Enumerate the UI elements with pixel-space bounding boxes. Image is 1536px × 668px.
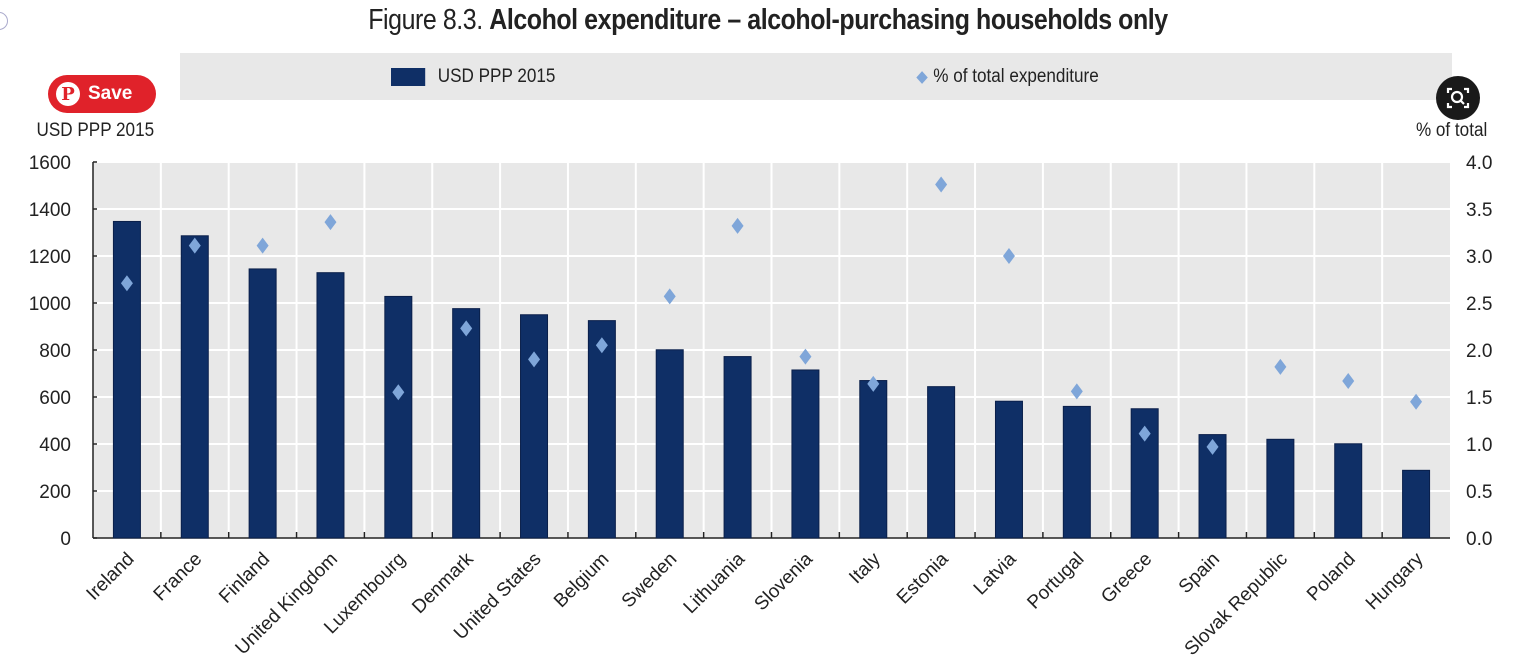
legend-label-usd: USD PPP 2015: [437, 66, 556, 87]
y-tick-label-left: 1200: [29, 247, 71, 268]
diamond-united-states: [528, 351, 541, 368]
diamond-portugal: [1070, 383, 1083, 400]
bar-latvia: [994, 400, 1023, 539]
bar-sweden: [655, 349, 684, 539]
diamond-spain: [1206, 438, 1219, 455]
y-tick-label-left: 800: [39, 341, 71, 362]
visual-search-icon[interactable]: [1436, 76, 1480, 120]
diamond-slovenia: [799, 348, 812, 365]
diamond-united-kingdom: [324, 214, 337, 231]
x-tick-label: Lithuania: [680, 548, 750, 618]
diamond-finland: [256, 237, 269, 254]
diamond-hungary: [1410, 393, 1423, 410]
x-tick-label: France: [150, 549, 207, 606]
bar-luxembourg: [384, 295, 413, 539]
y-tick-label-right: 1.0: [1466, 435, 1492, 456]
chart-title: Figure 8.3. Alcohol expenditure – alcoho…: [368, 4, 1168, 36]
legend-item-usd: USD PPP 2015: [391, 66, 555, 88]
x-tick-label: Portugal: [1023, 549, 1088, 614]
x-tick-label: Ireland: [83, 549, 139, 605]
bar-france: [180, 235, 209, 539]
y-tick-label-left: 600: [39, 388, 71, 409]
bar-poland: [1334, 443, 1363, 539]
y-tick-label-right: 3.5: [1466, 200, 1492, 221]
diamond-latvia: [1002, 248, 1015, 264]
x-tick-label: Greece: [1097, 549, 1156, 608]
bar-belgium: [587, 320, 616, 539]
bar-italy: [859, 380, 888, 539]
y-tick-label-right: 0.5: [1466, 482, 1492, 503]
diamond-slovak-republic: [1274, 358, 1287, 375]
y-tick-label-right: 2.0: [1466, 341, 1492, 362]
diamond-greece: [1138, 425, 1151, 442]
pinterest-save-button[interactable]: P Save: [48, 75, 156, 113]
x-tick-label: Sweden: [618, 549, 681, 612]
bar-portugal: [1062, 405, 1091, 539]
bar-lithuania: [723, 356, 752, 539]
y-tick-label-right: 0.0: [1466, 529, 1492, 550]
x-tick-label: Finland: [215, 549, 274, 608]
bar-united-states: [520, 314, 549, 539]
diamond-poland: [1342, 373, 1355, 390]
right-axis-title: % of total: [1415, 120, 1488, 141]
x-tick-label: Slovenia: [751, 548, 818, 615]
diamond-luxembourg: [392, 384, 405, 401]
diamond-sweden: [663, 288, 676, 305]
y-tick-label-left: 1000: [29, 294, 71, 315]
x-tick-label: Hungary: [1362, 548, 1428, 614]
diamond-estonia: [935, 176, 948, 193]
x-tick-label: Latvia: [970, 548, 1021, 599]
diamond-ireland: [120, 275, 133, 292]
pinterest-icon: P: [56, 82, 80, 106]
legend-bar-swatch: [391, 68, 426, 86]
x-tick-label: Belgium: [550, 549, 613, 612]
diamond-belgium: [595, 337, 608, 354]
bar-slovak-republic: [1266, 438, 1295, 539]
diamond-france: [188, 237, 201, 254]
bar-denmark: [452, 308, 481, 539]
x-tick-label: Denmark: [408, 548, 478, 618]
y-tick-label-right: 3.0: [1466, 247, 1492, 268]
legend: USD PPP 2015 % of total expenditure: [180, 53, 1452, 100]
diamond-denmark: [460, 320, 473, 337]
x-tick-label: Italy: [845, 548, 885, 588]
y-tick-label-left: 1600: [29, 153, 71, 174]
diamond-lithuania: [731, 217, 744, 234]
y-tick-label-right: 1.5: [1466, 388, 1492, 409]
y-tick-label-right: 2.5: [1466, 294, 1492, 315]
y-tick-label-left: 0: [60, 529, 71, 550]
bar-united-kingdom: [316, 272, 345, 539]
bar-finland: [248, 268, 277, 539]
legend-label-pct: % of total expenditure: [933, 66, 1099, 87]
x-tick-label: Estonia: [893, 548, 953, 608]
y-tick-label-right: 4.0: [1466, 153, 1492, 174]
legend-item-pct: % of total expenditure: [916, 66, 1099, 88]
bar-estonia: [927, 386, 956, 539]
y-tick-label-left: 400: [39, 435, 71, 456]
bar-ireland: [112, 220, 141, 539]
diamond-italy: [867, 375, 880, 392]
y-tick-label-left: 1400: [29, 200, 71, 221]
save-label: Save: [88, 83, 133, 104]
bar-hungary: [1402, 469, 1431, 539]
left-axis-title: USD PPP 2015: [36, 120, 155, 141]
x-tick-label: Poland: [1303, 549, 1360, 606]
bar-slovenia: [791, 369, 820, 539]
x-tick-label: Spain: [1175, 549, 1224, 598]
y-tick-label-left: 200: [39, 482, 71, 503]
